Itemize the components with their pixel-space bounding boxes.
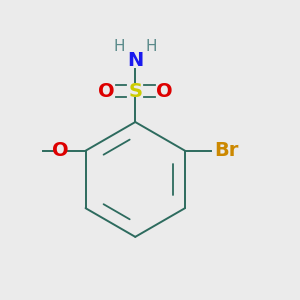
Text: N: N <box>127 51 143 70</box>
Text: S: S <box>128 82 142 100</box>
Text: O: O <box>156 82 172 100</box>
Text: H: H <box>113 39 125 54</box>
Text: H: H <box>146 39 157 54</box>
Text: O: O <box>98 82 115 100</box>
Text: Br: Br <box>214 141 239 160</box>
Text: O: O <box>52 141 69 160</box>
